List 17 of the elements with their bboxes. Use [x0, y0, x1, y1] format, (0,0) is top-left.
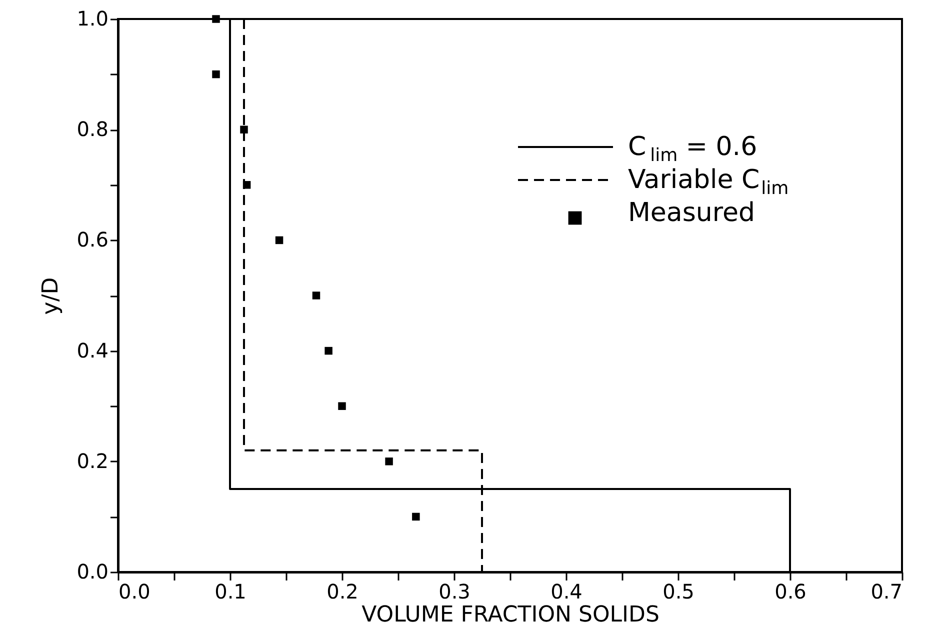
y-tick-label: 0.6	[76, 228, 108, 252]
legend-label: Measured	[628, 198, 756, 228]
x-tick-label: 0.6	[774, 580, 806, 604]
y-tick-label: 0.4	[76, 338, 108, 362]
y-tick-label: 0.8	[76, 117, 108, 142]
x-tick-label: 0.4	[550, 580, 582, 604]
x-tick-label: 0.2	[326, 580, 358, 604]
y-tick-label: 1.0	[76, 6, 108, 30]
x-tick-label: 0.3	[438, 580, 470, 604]
y-axis-title: y/D	[38, 277, 64, 315]
x-tick-label: 0.0	[118, 580, 150, 604]
y-tick-label: 0.0	[76, 560, 108, 584]
x-axis-title: VOLUME FRACTION SOLIDS	[362, 602, 660, 628]
x-tick-label: 0.1	[214, 580, 246, 604]
y-tick-label: 0.2	[76, 448, 108, 473]
x-tick-label: 0.5	[662, 580, 694, 604]
x-tick-label: 0.7	[870, 580, 902, 604]
